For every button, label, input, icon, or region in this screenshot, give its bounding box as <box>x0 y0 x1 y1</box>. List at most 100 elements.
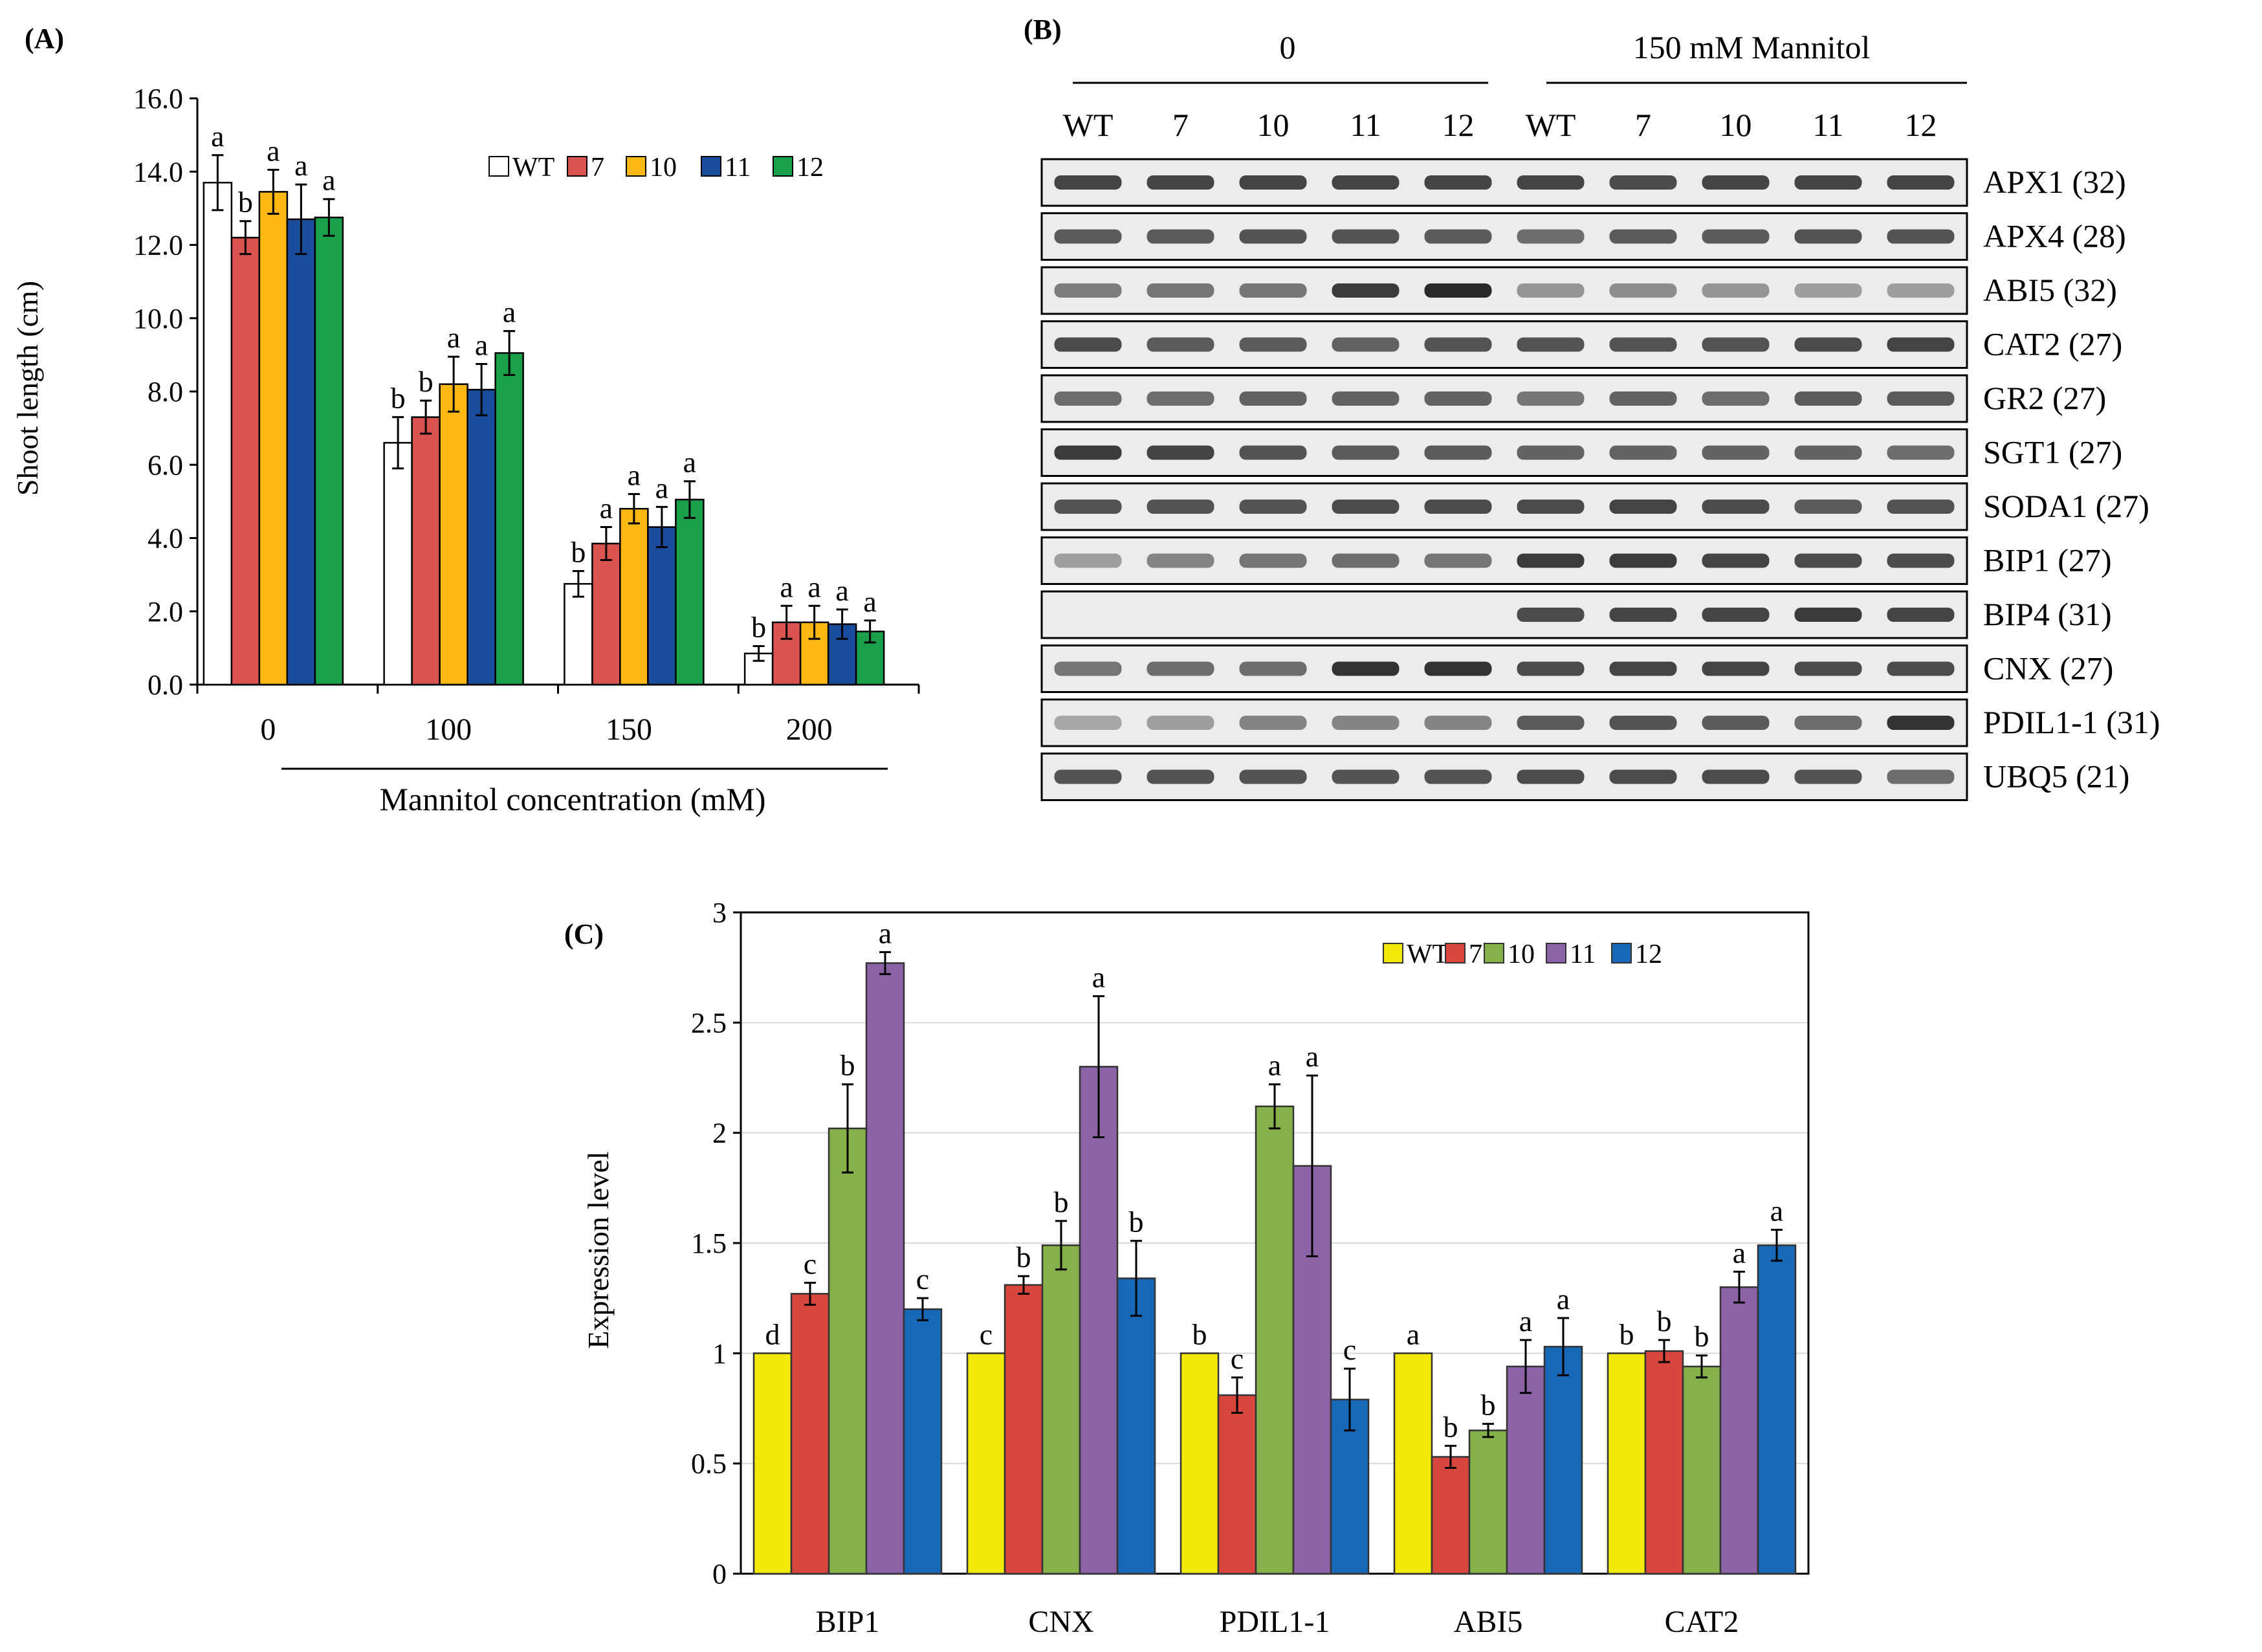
significance-letter: c <box>1343 1333 1356 1366</box>
gel-band <box>1424 445 1492 460</box>
significance-letter: a <box>1557 1283 1570 1316</box>
legend-swatch <box>1484 943 1504 964</box>
gel-band <box>1794 391 1862 406</box>
gel-group-label-mannitol: 150 mM Mannitol <box>1633 29 1871 65</box>
gel-band <box>1239 175 1307 190</box>
gel-band <box>1424 229 1492 244</box>
y-tick-label: 2 <box>712 1118 727 1149</box>
bar <box>203 181 233 686</box>
bar <box>439 383 468 686</box>
gel-lane-label: 7 <box>1172 107 1189 143</box>
legend-swatch <box>1546 943 1566 964</box>
x-tick-label: 200 <box>786 712 833 747</box>
bar <box>1004 1284 1044 1575</box>
gel-band <box>1609 283 1677 298</box>
x-tick-label: 100 <box>425 712 472 747</box>
gel-lane-label: 11 <box>1812 107 1843 143</box>
bar <box>1393 1352 1433 1575</box>
bar <box>1468 1429 1508 1575</box>
gel-band <box>1147 175 1214 190</box>
gel-band <box>1517 769 1585 784</box>
significance-letter: c <box>804 1247 817 1280</box>
bar <box>1255 1105 1295 1575</box>
significance-letter: b <box>1192 1317 1207 1350</box>
x-tick-label: CNX <box>1028 1605 1093 1639</box>
bar <box>675 498 705 686</box>
gel-row: APX1 (32) <box>1040 158 2126 207</box>
gel-band <box>1609 769 1677 784</box>
x-tick-label: CAT2 <box>1665 1605 1739 1639</box>
bar <box>1217 1394 1257 1575</box>
gel-band <box>1054 553 1122 568</box>
gel-band <box>1517 608 1585 622</box>
gel-row: BIP1 (27) <box>1040 536 2112 585</box>
gel-band <box>1424 500 1492 514</box>
gel-lane-label: 10 <box>1720 107 1752 143</box>
gel-band <box>1332 283 1400 298</box>
legend-label: WT <box>1407 940 1449 969</box>
significance-letter: a <box>1407 1317 1420 1350</box>
significance-letter: d <box>765 1317 780 1350</box>
significance-letter: b <box>1695 1320 1709 1353</box>
x-tick-label: 150 <box>606 712 652 747</box>
gel-band <box>1887 229 1955 244</box>
y-tick-label: 16.0 <box>133 83 183 115</box>
gel-band <box>1054 716 1122 730</box>
gel-band <box>1794 769 1862 784</box>
gel-band <box>1702 337 1770 352</box>
y-tick-label: 2.5 <box>691 1007 727 1039</box>
gel-row-label: GR2 (27) <box>1983 380 2106 416</box>
gel-band <box>1517 661 1585 676</box>
gel-band <box>1887 769 1955 784</box>
bar <box>865 962 905 1575</box>
gel-band <box>1239 445 1307 460</box>
gel-band <box>1054 500 1122 514</box>
bar <box>1644 1350 1684 1575</box>
gel-band <box>1332 229 1400 244</box>
legend-label: 11 <box>1570 940 1596 969</box>
gel-band <box>1239 769 1307 784</box>
significance-letter: a <box>447 321 460 354</box>
gel-band <box>1702 716 1770 730</box>
gel-band <box>1424 769 1492 784</box>
gel-band <box>1887 445 1955 460</box>
y-tick-label: 4.0 <box>148 523 183 555</box>
gel-band <box>1147 661 1214 676</box>
gel-band <box>1794 229 1862 244</box>
gel-band <box>1887 175 1955 190</box>
gel-band <box>1702 391 1770 406</box>
gel-band <box>1332 391 1400 406</box>
y-tick-label: 0 <box>712 1558 727 1590</box>
gel-band <box>1702 445 1770 460</box>
gel-band <box>1147 229 1214 244</box>
gel-band <box>1887 716 1955 730</box>
significance-letter: b <box>840 1049 855 1082</box>
gel-band <box>1239 553 1307 568</box>
panel-a-label: (A) <box>25 23 64 54</box>
significance-letter: a <box>211 120 224 153</box>
gel-band <box>1702 175 1770 190</box>
gel-band <box>1147 283 1214 298</box>
significance-letter: b <box>751 611 766 644</box>
legend-label: WT <box>512 153 555 182</box>
legend-swatch <box>567 156 587 177</box>
gel-row: CAT2 (27) <box>1040 320 2122 369</box>
gel-row-label: SGT1 (27) <box>1983 434 2122 470</box>
gel-row-label: UBQ5 (21) <box>1983 758 2129 795</box>
bar <box>771 621 802 686</box>
gel-band <box>1147 500 1214 514</box>
gel-band <box>1794 283 1862 298</box>
x-tick-label: 0 <box>260 712 276 747</box>
panel-c-expression-chart: (C) Expression level 0 0.5 1 1.5 2 2.5 3 BIP1 d c… <box>564 897 1810 1639</box>
y-tick-label: 10.0 <box>133 303 183 335</box>
gel-row-label: BIP4 (31) <box>1983 596 2112 632</box>
legend-label: 11 <box>725 153 751 182</box>
bar <box>314 216 344 686</box>
gel-band <box>1887 337 1955 352</box>
gel-band <box>1887 661 1955 676</box>
gel-band <box>1887 500 1955 514</box>
panel-c-label: (C) <box>564 918 604 950</box>
significance-letter: a <box>655 471 668 504</box>
bar <box>1180 1352 1220 1575</box>
